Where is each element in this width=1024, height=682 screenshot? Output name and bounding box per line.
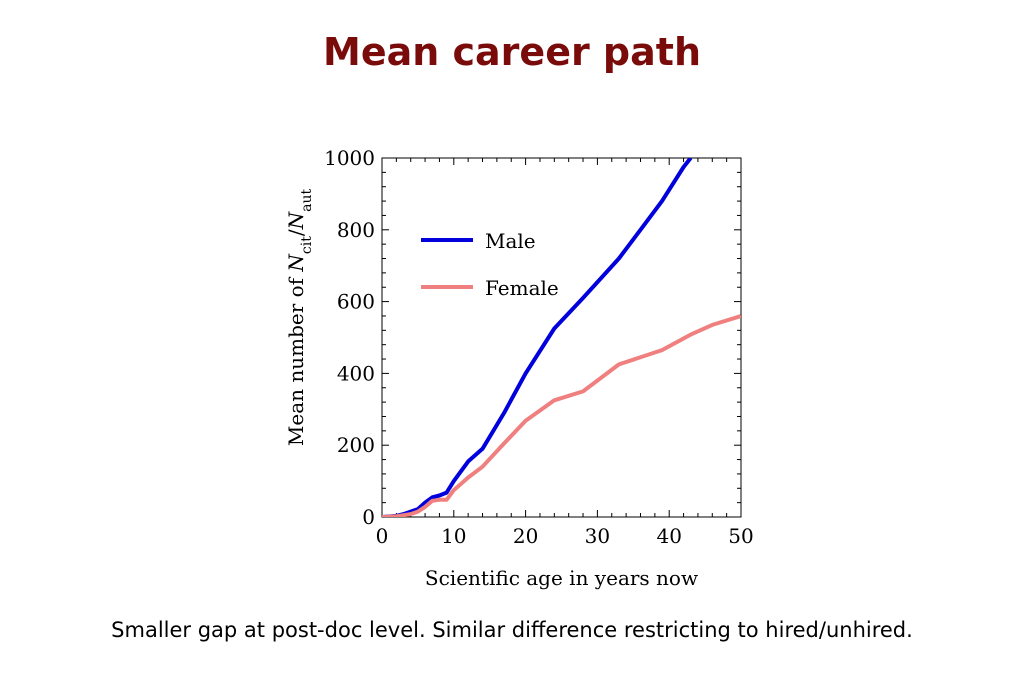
y-tick-label: 800 [337,218,375,242]
y-axis-label-sub2: aut [299,189,315,212]
series-line-male [382,158,693,517]
x-tick-label: 20 [513,524,538,548]
y-axis-label-sub1: cit [299,236,315,254]
legend-label-male: Male [485,229,536,253]
plot-frame [381,157,742,518]
series-layer [382,158,741,517]
axis-ticks: 0 10 20 30 40 50 0 200 400 600 800 1000 [324,146,754,548]
x-tick-label: 0 [376,524,389,548]
legend: Male Female [421,229,559,300]
y-tick-label: 200 [337,433,375,457]
y-tick-label: 0 [362,505,375,529]
plot-border [381,157,742,518]
y-axis-label: Mean number of Ncit/Naut [284,189,315,447]
y-axis-label-var2: N [284,210,308,230]
y-axis-label-slash: / [284,229,308,236]
slide-caption: Smaller gap at post-doc level. Similar d… [111,618,913,642]
y-axis-label-var1: N [284,253,308,273]
x-tick-label: 10 [441,524,466,548]
y-axis-label-prefix: Mean number of [284,272,308,447]
y-tick-label: 600 [337,290,375,314]
x-tick-label: 30 [585,524,610,548]
x-axis-label: Scientific age in years now [425,566,698,590]
legend-label-female: Female [485,276,559,300]
x-tick-label: 40 [656,524,681,548]
y-tick-label: 400 [337,361,375,385]
series-line-female [382,314,741,517]
slide-title: Mean career path [323,30,701,74]
x-tick-label: 50 [728,524,753,548]
y-tick-label: 1000 [324,146,375,170]
